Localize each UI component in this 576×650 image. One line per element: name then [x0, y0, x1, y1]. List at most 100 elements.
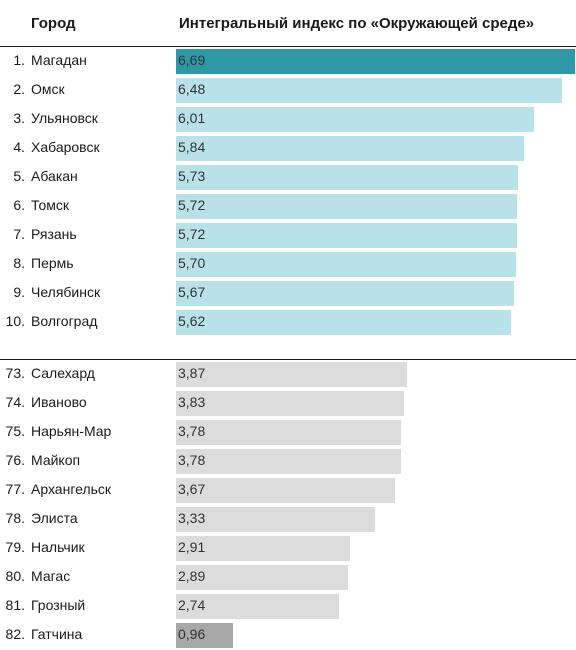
- rank-label: 1.: [13, 52, 25, 68]
- value-bar: [176, 536, 350, 561]
- table-row: 9. Челябинск 5,67: [0, 279, 576, 308]
- table-row: 74. Иваново 3,83: [0, 389, 576, 418]
- rank-label: 74.: [5, 394, 25, 410]
- value-bar: [176, 362, 407, 387]
- city-label: Томск: [31, 197, 69, 213]
- rank-label: 79.: [5, 539, 25, 555]
- value-label: 3,78: [178, 423, 206, 439]
- value-label: 5,70: [178, 255, 206, 271]
- city-label: Иваново: [31, 394, 87, 410]
- table-row: 80. Магас 2,89: [0, 563, 576, 592]
- rank-label: 78.: [5, 510, 25, 526]
- rank-label: 81.: [5, 597, 25, 613]
- city-label: Нарьян-Мар: [31, 423, 112, 439]
- city-label: Челябинск: [31, 284, 101, 300]
- table-row: 79. Нальчик 2,91: [0, 534, 576, 563]
- rank-label: 4.: [13, 139, 25, 155]
- rank-label: 75.: [5, 423, 25, 439]
- city-label: Волгоград: [31, 313, 98, 329]
- rank-label: 82.: [5, 626, 25, 642]
- value-bar: [176, 507, 375, 532]
- value-label: 5,73: [178, 168, 206, 184]
- value-bar: [176, 478, 395, 503]
- rank-label: 2.: [13, 81, 25, 97]
- rank-label: 8.: [13, 255, 25, 271]
- value-label: 5,62: [178, 313, 206, 329]
- table-row: 6. Томск 5,72: [0, 192, 576, 221]
- value-label: 2,91: [178, 539, 206, 555]
- table-row: 10. Волгоград 5,62: [0, 308, 576, 337]
- table-row: 4. Хабаровск 5,84: [0, 134, 576, 163]
- table-row: 73. Салехард 3,87: [0, 360, 576, 389]
- value-label: 5,72: [178, 197, 206, 213]
- value-label: 5,72: [178, 226, 206, 242]
- header-separator: [0, 46, 576, 47]
- value-bar: [176, 623, 233, 648]
- value-bar: [176, 194, 517, 219]
- table-row: 82. Гатчина 0,96: [0, 621, 576, 650]
- rank-label: 76.: [5, 452, 25, 468]
- table-row: 7. Рязань 5,72: [0, 221, 576, 250]
- value-label: 6,01: [178, 110, 206, 126]
- rank-label: 73.: [5, 365, 25, 381]
- table-row: 78. Элиста 3,33: [0, 505, 576, 534]
- index-column-header: Интегральный индекс по «Окружающей среде…: [179, 15, 535, 32]
- table-row: 1. Магадан 6,69: [0, 47, 576, 76]
- value-bar: [176, 223, 517, 248]
- city-label: Магадан: [31, 52, 87, 68]
- city-label: Майкоп: [31, 452, 81, 468]
- value-bar: [176, 310, 511, 335]
- table-row: 75. Нарьян-Мар 3,78: [0, 418, 576, 447]
- city-label: Гатчина: [31, 626, 83, 642]
- value-label: 5,67: [178, 284, 206, 300]
- value-bar: [176, 449, 401, 474]
- value-label: 3,78: [178, 452, 206, 468]
- rank-label: 10.: [5, 313, 25, 329]
- value-bar: [176, 165, 518, 190]
- rank-label: 80.: [5, 568, 25, 584]
- city-label: Магас: [31, 568, 71, 584]
- city-label: Элиста: [31, 510, 78, 526]
- table-row: 76. Майкоп 3,78: [0, 447, 576, 476]
- value-bar: [176, 594, 339, 619]
- value-label: 5,84: [178, 139, 206, 155]
- value-bar: [176, 136, 524, 161]
- table-row: 2. Омск 6,48: [0, 76, 576, 105]
- table-row: 3. Ульяновск 6,01: [0, 105, 576, 134]
- value-bar: [176, 252, 516, 277]
- rank-label: 9.: [13, 284, 25, 300]
- city-label: Пермь: [31, 255, 74, 271]
- city-label: Нальчик: [31, 539, 85, 555]
- value-bar: [176, 420, 401, 445]
- city-label: Салехард: [31, 365, 95, 381]
- rank-label: 5.: [13, 168, 25, 184]
- value-label: 6,48: [178, 81, 206, 97]
- value-bar: [176, 391, 404, 416]
- value-label: 3,87: [178, 365, 206, 381]
- city-label: Омск: [31, 81, 65, 97]
- value-label: 3,83: [178, 394, 206, 410]
- value-bar: [176, 78, 562, 103]
- value-bar: [176, 107, 534, 132]
- value-label: 3,33: [178, 510, 206, 526]
- table-header: Город Интегральный индекс по «Окружающей…: [0, 0, 576, 46]
- value-label: 2,74: [178, 597, 206, 613]
- value-bar: [176, 49, 575, 74]
- value-bar: [176, 565, 348, 590]
- rank-label: 3.: [13, 110, 25, 126]
- value-bar: [176, 281, 514, 306]
- value-label: 6,69: [178, 52, 206, 68]
- table-row: 77. Архангельск 3,67: [0, 476, 576, 505]
- city-label: Рязань: [31, 226, 77, 242]
- value-label: 2,89: [178, 568, 206, 584]
- value-label: 3,67: [178, 481, 206, 497]
- value-label: 0,96: [178, 626, 206, 642]
- city-column-header: Город: [31, 15, 76, 32]
- rank-label: 7.: [13, 226, 25, 242]
- city-label: Абакан: [31, 168, 78, 184]
- city-label: Хабаровск: [31, 139, 100, 155]
- table-row: 81. Грозный 2,74: [0, 592, 576, 621]
- city-label: Ульяновск: [31, 110, 98, 126]
- city-label: Архангельск: [31, 481, 112, 497]
- rank-label: 77.: [5, 481, 25, 497]
